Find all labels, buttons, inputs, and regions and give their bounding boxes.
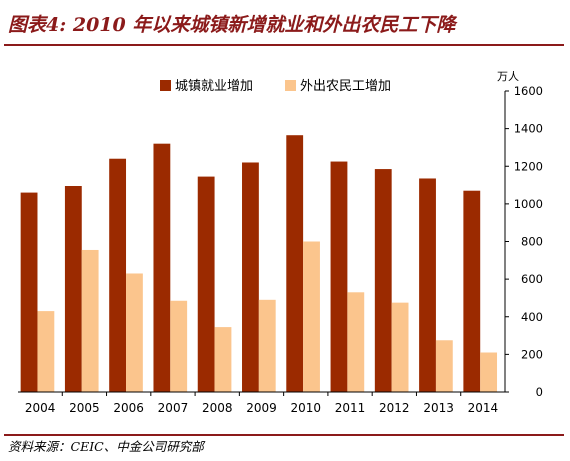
bar-series-1-2006	[109, 158, 127, 392]
y-tick-label: 200	[521, 347, 543, 361]
x-tick-label: 2009	[246, 401, 277, 415]
bar-series-1-2009	[242, 162, 259, 392]
bar-series-1-2014	[463, 190, 481, 392]
source-divider	[4, 434, 564, 436]
source-note: 资料来源：CEIC、中金公司研究部	[8, 439, 204, 454]
figure-title: 图表4: 2010 年以来城镇新增就业和外出农民工下降	[8, 14, 456, 36]
y-tick-label: 0	[536, 385, 543, 399]
bar-series-1-2007	[153, 143, 171, 392]
legend-swatch-series-1	[160, 80, 171, 91]
x-tick-label: 2005	[69, 401, 100, 415]
bar-series-2-2004	[37, 311, 55, 392]
bar-series-1-2005	[64, 186, 82, 392]
bar-series-2-2012	[391, 302, 409, 392]
x-axis-ticks: 2004 2005 2006 2007 2008 2009 2010 2011 2012 2013…	[25, 392, 498, 415]
x-tick-label: 2014	[468, 401, 499, 415]
bar-series-2-2005	[81, 249, 99, 392]
bar-series-2-2011	[347, 292, 365, 392]
x-tick-label: 2006	[113, 401, 144, 415]
bar-series-2-2008	[214, 327, 232, 392]
bar-series-2-2010	[303, 241, 320, 392]
bar-series-2-2006	[126, 273, 143, 392]
y-axis-ticks: 0 200 400 600 800 1000 1200 1400 1600	[505, 84, 543, 399]
y-tick-label: 1000	[514, 197, 543, 211]
bar-series-2-2007	[170, 300, 188, 392]
y-axis-unit: 万人	[497, 70, 519, 83]
bar-series-2-2013	[435, 340, 453, 392]
title-divider	[4, 44, 564, 46]
x-tick-label: 2013	[423, 401, 454, 415]
x-tick-label: 2011	[335, 401, 366, 415]
x-tick-label: 2004	[25, 401, 56, 415]
legend: 城镇就业增加 外出农民工增加	[160, 79, 391, 94]
legend-label-series-1: 城镇就业增加	[175, 79, 253, 94]
y-tick-label: 400	[521, 310, 543, 324]
bar-series-2-2009	[258, 299, 276, 392]
bar-series-1-2004	[20, 192, 38, 392]
x-tick-label: 2008	[202, 401, 233, 415]
bar-series-1-2012	[374, 169, 392, 392]
bar-series-1-2011	[330, 161, 348, 392]
x-tick-label: 2007	[158, 401, 189, 415]
y-tick-label: 1600	[514, 84, 543, 98]
x-tick-label: 2010	[290, 401, 321, 415]
bars-layer	[20, 135, 498, 392]
y-tick-label: 800	[521, 235, 543, 249]
y-tick-label: 1200	[514, 159, 543, 173]
bar-series-2-2014	[480, 352, 498, 392]
legend-label-series-2: 外出农民工增加	[300, 79, 391, 94]
x-tick-label: 2012	[379, 401, 410, 415]
bar-series-1-2008	[197, 176, 215, 392]
legend-swatch-series-2	[285, 80, 296, 91]
y-tick-label: 1400	[514, 122, 543, 136]
bar-series-1-2010	[286, 135, 304, 392]
y-tick-label: 600	[521, 272, 543, 286]
bar-series-1-2013	[419, 178, 436, 392]
